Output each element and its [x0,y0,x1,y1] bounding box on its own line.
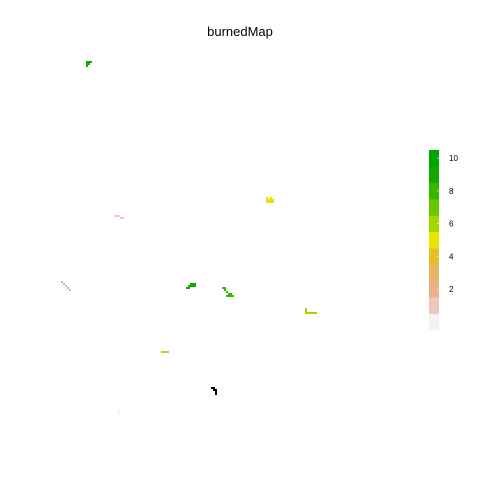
raster-cell [224,287,226,289]
legend-tick-label: 4 [449,252,454,261]
raster-cell [118,409,120,411]
raster-cell [305,312,307,314]
raster-cell [65,285,67,287]
raster-cell [311,312,313,314]
legend-tick-label: 10 [449,154,458,163]
raster-cell [315,312,317,314]
burn-patch [114,215,124,219]
raster-cell [63,283,65,285]
raster-cell [67,287,69,289]
raster-cell [186,287,188,289]
color-legend: 2 4 6 8 10 [429,150,458,331]
burn-patch [61,281,71,291]
legend-swatch [429,166,439,184]
raster-cell [116,215,118,217]
raster-cell [188,285,190,287]
raster-cell [305,310,307,312]
raster-cell [86,63,88,65]
raster-cell [118,411,120,413]
legend-swatch [429,297,439,314]
raster-cell [228,293,230,295]
raster-cell [120,217,122,219]
raster-cell [190,283,192,285]
burn-patch [222,287,234,297]
legend-swatch [429,215,439,233]
raster-cell [226,291,228,293]
legend-swatch [429,313,439,331]
raster-cell [232,295,234,297]
burn-patch [186,283,196,289]
legend-swatch [429,280,439,298]
legend-swatch [429,231,439,249]
raster-cell [190,285,192,287]
raster-cell [270,199,272,201]
raster-cell [307,312,309,314]
raster-cell [167,351,169,353]
raster-cell [228,295,230,297]
raster-cell [305,308,307,310]
legend-tick-label: 2 [449,285,454,294]
raster-cell [213,387,215,389]
raster-cell [86,61,88,63]
raster-cell [222,287,224,289]
raster-cell [161,351,163,353]
raster-cell [215,391,217,393]
raster-cell [118,215,120,217]
burn-patch [305,308,317,314]
raster-cell [215,389,217,391]
raster-cell [188,287,190,289]
raster-cell [272,201,274,203]
legend-swatch [429,264,439,282]
raster-cell [215,393,217,395]
raster-cell [69,289,71,291]
raster-cell [266,197,268,199]
legend-tick-label: 6 [449,220,454,229]
raster-cell [266,199,268,201]
raster-cell [270,201,272,203]
raster-cell [272,199,274,201]
raster-cell [230,295,232,297]
raster-cell [266,201,268,203]
raster-cell [213,389,215,391]
chart-title: burnedMap [207,24,273,39]
legend-swatch [429,248,439,265]
raster-cell [268,201,270,203]
raster-cell [118,413,120,415]
raster-cell [226,295,228,297]
raster-cell [88,63,90,65]
raster-cell [192,285,194,287]
raster-cell [211,387,213,389]
raster-cell [270,197,272,199]
raster-cell [88,61,90,63]
burn-patch [161,351,169,353]
raster-cell [194,283,196,285]
legend-tick-label: 8 [449,187,454,196]
legend-swatch [429,150,439,167]
raster-cell [163,351,165,353]
burn-patch [86,61,92,67]
raster-cell [90,61,92,63]
raster-cell [114,215,116,217]
burn-patch [118,409,120,415]
burn-patch [211,387,217,395]
burn-patch [266,197,274,203]
raster-cell [165,351,167,353]
raster-map [61,61,317,415]
raster-cell [309,312,311,314]
raster-cell [268,199,270,201]
legend-swatch [429,182,439,200]
raster-cell [61,281,63,283]
raster-cell [313,312,315,314]
raster-cell [230,293,232,295]
raster-cell [122,217,124,219]
legend-swatch [429,199,439,216]
raster-cell [224,289,226,291]
raster-cell [192,283,194,285]
raster-cell [86,65,88,67]
raster-cell [194,285,196,287]
